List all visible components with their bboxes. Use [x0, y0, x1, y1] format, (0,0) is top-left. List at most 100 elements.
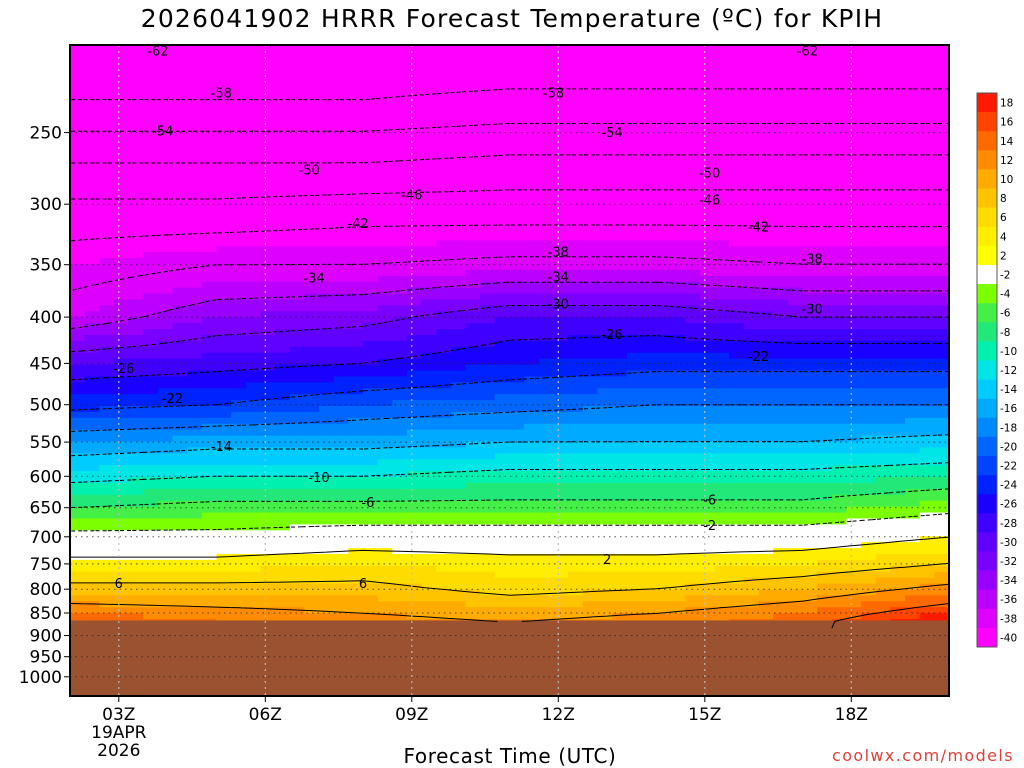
- temperature-cell: [582, 388, 598, 395]
- temperature-cell: [568, 157, 584, 164]
- temperature-cell: [260, 92, 276, 99]
- temperature-cell: [524, 281, 540, 289]
- temperature-cell: [553, 240, 569, 247]
- temperature-cell: [377, 518, 393, 525]
- temperature-cell: [128, 163, 144, 170]
- temperature-cell: [143, 74, 159, 82]
- temperature-cell: [289, 346, 305, 354]
- temperature-cell: [465, 411, 481, 419]
- temperature-cell: [143, 607, 159, 614]
- temperature-cell: [275, 121, 291, 129]
- temperature-cell: [524, 139, 540, 147]
- temperature-cell: [143, 589, 159, 596]
- temperature-cell: [143, 175, 159, 182]
- temperature-cell: [406, 133, 423, 141]
- temperature-cell: [524, 299, 540, 306]
- temperature-cell: [143, 104, 159, 111]
- temperature-cell: [348, 518, 364, 525]
- temperature-cell: [597, 317, 613, 324]
- temperature-cell: [494, 447, 511, 454]
- temperature-cell: [99, 204, 115, 212]
- temperature-cell: [333, 269, 349, 277]
- temperature-cell: [231, 459, 247, 466]
- temperature-cell: [436, 139, 452, 147]
- temperature-cell: [363, 406, 379, 413]
- temperature-cell: [260, 299, 276, 306]
- temperature-cell: [509, 613, 525, 620]
- temperature-cell: [450, 127, 467, 135]
- temperature-cell: [568, 311, 584, 318]
- temperature-cell: [392, 62, 408, 70]
- temperature-cell: [187, 370, 203, 378]
- temperature-cell: [172, 565, 188, 573]
- temperature-cell: [436, 74, 452, 82]
- temperature-cell: [201, 210, 218, 218]
- temperature-cell: [84, 435, 100, 443]
- temperature-cell: [333, 471, 349, 478]
- temperature-cell: [143, 216, 159, 224]
- temperature-cell: [128, 571, 144, 579]
- temperature-cell: [553, 364, 569, 372]
- temperature-cell: [289, 536, 305, 543]
- temperature-cell: [392, 258, 408, 265]
- temperature-cell: [656, 133, 672, 141]
- temperature-cell: [260, 311, 276, 318]
- temperature-cell: [172, 382, 188, 389]
- temperature-cell: [275, 323, 291, 330]
- temperature-cell: [275, 86, 291, 93]
- temperature-cell: [597, 305, 613, 312]
- temperature-cell: [421, 317, 437, 324]
- temperature-cell: [524, 494, 540, 502]
- temperature-cell: [128, 121, 144, 129]
- temperature-cell: [113, 488, 130, 496]
- temperature-cell: [524, 269, 540, 277]
- temperature-cell: [714, 299, 730, 306]
- temperature-cell: [670, 228, 686, 235]
- temperature-cell: [187, 536, 203, 543]
- temperature-cell: [377, 187, 393, 194]
- temperature-cell: [216, 494, 232, 502]
- temperature-cell: [172, 465, 188, 472]
- temperature-cell: [304, 68, 320, 76]
- temperature-cell: [245, 228, 262, 235]
- temperature-cell: [641, 595, 657, 602]
- temperature-cell: [421, 329, 437, 336]
- temperature-cell: [363, 388, 379, 395]
- temperature-cell: [392, 86, 408, 93]
- temperature-cell: [421, 370, 437, 378]
- temperature-cell: [465, 56, 481, 64]
- temperature-cell: [245, 601, 262, 608]
- temperature-cell: [201, 613, 218, 620]
- temperature-cell: [685, 601, 701, 608]
- temperature-cell: [70, 127, 86, 135]
- temperature-cell: [524, 512, 540, 520]
- temperature-cell: [450, 459, 467, 466]
- temperature-cell: [480, 512, 496, 520]
- temperature-cell: [450, 607, 467, 614]
- temperature-cell: [172, 471, 188, 478]
- temperature-cell: [670, 50, 686, 58]
- temperature-cell: [319, 376, 335, 383]
- temperature-cell: [450, 565, 467, 573]
- temperature-cell: [392, 400, 408, 407]
- temperature-cell: [216, 281, 232, 289]
- temperature-cell: [304, 565, 320, 573]
- temperature-cell: [685, 613, 701, 620]
- temperature-cell: [568, 512, 584, 520]
- temperature-cell: [245, 346, 262, 354]
- temperature-cell: [641, 116, 657, 123]
- temperature-cell: [70, 559, 86, 567]
- temperature-cell: [260, 447, 276, 454]
- temperature-cell: [143, 370, 159, 378]
- temperature-cell: [656, 145, 672, 153]
- temperature-cell: [553, 435, 569, 443]
- temperature-cell: [245, 275, 262, 283]
- temperature-cell: [729, 74, 745, 82]
- temperature-cell: [99, 435, 115, 443]
- temperature-cell: [626, 222, 642, 230]
- temperature-cell: [319, 358, 335, 366]
- temperature-cell: [216, 364, 232, 372]
- temperature-cell: [494, 559, 511, 567]
- temperature-cell: [641, 228, 657, 235]
- temperature-cell: [172, 429, 188, 437]
